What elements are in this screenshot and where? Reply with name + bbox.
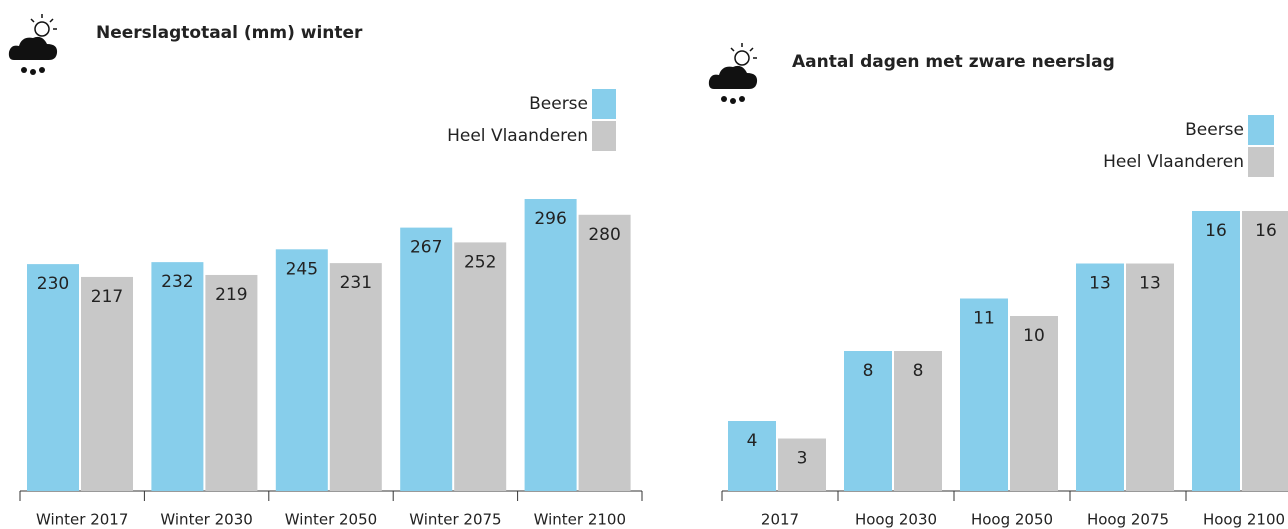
x-tick-label: Hoog 2100 (1203, 511, 1285, 529)
bar (578, 214, 631, 491)
legend-label: Heel Vlaanderen (447, 126, 588, 146)
x-tick-label: Winter 2075 (409, 511, 501, 529)
chart-title: Neerslagtotaal (mm) winter (96, 23, 363, 43)
value-label: 280 (588, 225, 620, 245)
value-label: 296 (534, 209, 566, 229)
weather-icon (708, 43, 758, 104)
bar (1076, 263, 1124, 491)
value-label: 245 (286, 259, 318, 279)
bar (728, 421, 776, 491)
bar (1126, 263, 1174, 491)
legend-label: Heel Vlaanderen (1103, 152, 1244, 172)
value-label: 232 (161, 272, 193, 292)
x-tick-label: Winter 2100 (534, 511, 626, 529)
x-tick-label: Hoog 2050 (971, 511, 1053, 529)
legend-swatch (592, 121, 616, 151)
bar (1192, 211, 1240, 491)
x-tick-label: Winter 2030 (160, 511, 252, 529)
value-label: 16 (1205, 221, 1227, 241)
value-label: 16 (1255, 221, 1277, 241)
bar (81, 276, 133, 491)
bar (454, 242, 507, 491)
value-label: 219 (215, 285, 247, 305)
chart-title: Aantal dagen met zware neerslag (792, 52, 1115, 72)
value-label: 13 (1089, 274, 1111, 294)
weather-icon (8, 14, 58, 75)
bar (275, 249, 328, 491)
value-label: 230 (37, 274, 69, 294)
value-label: 10 (1023, 326, 1045, 346)
value-label: 8 (913, 361, 924, 381)
legend-label: Beerse (529, 94, 588, 114)
bar (894, 351, 942, 491)
x-tick-label: Winter 2017 (36, 511, 128, 529)
bar (329, 263, 382, 491)
bar (151, 262, 204, 491)
legend-swatch (1248, 115, 1274, 145)
value-label: 267 (410, 238, 442, 258)
bar (400, 227, 453, 492)
value-label: 252 (464, 252, 496, 272)
bar (1242, 211, 1288, 491)
x-tick-label: Hoog 2075 (1087, 511, 1169, 529)
bar (27, 264, 79, 491)
x-tick-label: Hoog 2030 (855, 511, 937, 529)
bar (524, 199, 577, 491)
bar (1010, 316, 1058, 491)
bar (844, 351, 892, 491)
x-tick-label: 2017 (761, 511, 799, 529)
value-label: 13 (1139, 274, 1161, 294)
legend-label: Beerse (1185, 120, 1244, 140)
value-label: 4 (747, 431, 758, 451)
value-label: 231 (340, 273, 372, 293)
bar (778, 438, 826, 491)
value-label: 217 (91, 287, 123, 307)
legend-swatch (592, 89, 616, 119)
x-tick-label: Winter 2050 (285, 511, 377, 529)
bar (205, 274, 258, 491)
legend-swatch (1248, 147, 1274, 177)
value-label: 11 (973, 309, 995, 329)
bar (960, 298, 1008, 491)
value-label: 3 (797, 449, 808, 469)
value-label: 8 (863, 361, 874, 381)
